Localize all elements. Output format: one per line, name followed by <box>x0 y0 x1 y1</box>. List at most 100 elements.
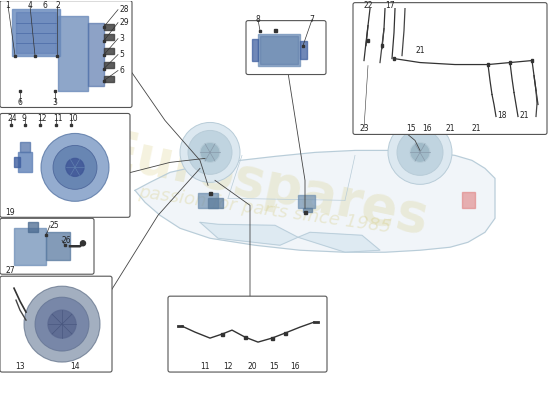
Bar <box>103 68 105 70</box>
Bar <box>304 211 306 214</box>
FancyBboxPatch shape <box>0 1 132 108</box>
Bar <box>487 63 490 66</box>
Text: 16: 16 <box>290 362 300 370</box>
Bar <box>531 59 534 62</box>
FancyBboxPatch shape <box>353 3 547 134</box>
Polygon shape <box>16 12 56 52</box>
FancyBboxPatch shape <box>0 218 94 274</box>
Text: 25: 25 <box>50 221 59 230</box>
Text: 23: 23 <box>360 124 370 133</box>
Polygon shape <box>258 34 300 66</box>
FancyBboxPatch shape <box>0 114 130 217</box>
Polygon shape <box>58 16 88 90</box>
Circle shape <box>80 241 85 246</box>
Bar <box>56 54 58 56</box>
Polygon shape <box>104 48 114 54</box>
Circle shape <box>188 130 232 174</box>
Bar <box>70 124 72 126</box>
Polygon shape <box>20 142 30 152</box>
Text: 5: 5 <box>119 50 124 59</box>
FancyBboxPatch shape <box>246 21 326 74</box>
Polygon shape <box>252 38 258 60</box>
Bar <box>24 124 26 126</box>
Text: 12: 12 <box>223 362 233 370</box>
Text: 4: 4 <box>28 1 32 10</box>
Circle shape <box>388 120 452 184</box>
Polygon shape <box>135 150 495 252</box>
Text: 6: 6 <box>18 98 23 107</box>
Bar <box>19 90 21 92</box>
Circle shape <box>53 146 97 189</box>
Circle shape <box>200 142 220 162</box>
Text: 19: 19 <box>5 208 15 217</box>
Text: 17: 17 <box>385 1 395 10</box>
Text: 8: 8 <box>256 15 260 24</box>
Bar <box>381 44 383 47</box>
Circle shape <box>24 286 100 362</box>
Text: 9: 9 <box>22 114 27 123</box>
Circle shape <box>41 134 109 201</box>
Circle shape <box>397 130 443 175</box>
Text: 20: 20 <box>247 362 257 370</box>
Text: 24: 24 <box>8 114 18 123</box>
Polygon shape <box>104 76 114 82</box>
Bar <box>271 337 273 340</box>
Text: 13: 13 <box>15 362 25 370</box>
Bar <box>302 44 304 46</box>
FancyBboxPatch shape <box>0 276 112 372</box>
Bar <box>221 333 223 336</box>
Text: 14: 14 <box>70 362 80 370</box>
Bar <box>55 124 57 126</box>
Bar <box>103 54 105 56</box>
Circle shape <box>180 122 240 182</box>
Text: 22: 22 <box>363 1 372 10</box>
Circle shape <box>35 297 89 351</box>
Text: 3: 3 <box>53 98 57 107</box>
Text: 27: 27 <box>5 266 15 275</box>
Text: 10: 10 <box>68 114 78 123</box>
Circle shape <box>66 158 84 176</box>
Bar <box>244 336 246 338</box>
Text: 18: 18 <box>497 111 507 120</box>
Text: 15: 15 <box>406 124 416 133</box>
Text: 2: 2 <box>56 1 60 10</box>
Bar <box>509 61 512 64</box>
Text: 26: 26 <box>62 236 72 245</box>
Text: 28: 28 <box>119 5 129 14</box>
Text: 11: 11 <box>53 114 63 123</box>
Text: 6: 6 <box>119 66 124 75</box>
Polygon shape <box>208 198 223 208</box>
Bar <box>103 40 105 42</box>
Bar <box>103 80 105 82</box>
Bar <box>367 39 369 42</box>
Polygon shape <box>88 23 104 86</box>
Polygon shape <box>104 24 114 30</box>
Polygon shape <box>462 192 475 208</box>
Text: 6: 6 <box>42 1 47 10</box>
Bar <box>393 57 395 60</box>
Polygon shape <box>200 222 298 245</box>
Polygon shape <box>104 62 114 68</box>
Polygon shape <box>12 9 60 56</box>
Polygon shape <box>260 36 298 64</box>
Text: 21: 21 <box>472 124 481 133</box>
Polygon shape <box>46 232 70 260</box>
Polygon shape <box>198 193 218 208</box>
Text: 3: 3 <box>119 34 124 43</box>
Bar <box>39 124 41 126</box>
Polygon shape <box>303 208 312 212</box>
Bar <box>208 192 212 195</box>
Bar <box>103 26 105 28</box>
Polygon shape <box>104 34 114 40</box>
Text: 11: 11 <box>200 362 210 370</box>
Text: Eurospares: Eurospares <box>97 125 433 246</box>
Bar <box>14 54 16 56</box>
Polygon shape <box>14 228 46 265</box>
Circle shape <box>48 310 76 338</box>
Polygon shape <box>14 157 20 167</box>
Bar <box>45 234 47 236</box>
Polygon shape <box>300 40 307 58</box>
Bar <box>283 332 287 335</box>
Bar <box>259 30 261 32</box>
Text: 21: 21 <box>445 124 454 133</box>
